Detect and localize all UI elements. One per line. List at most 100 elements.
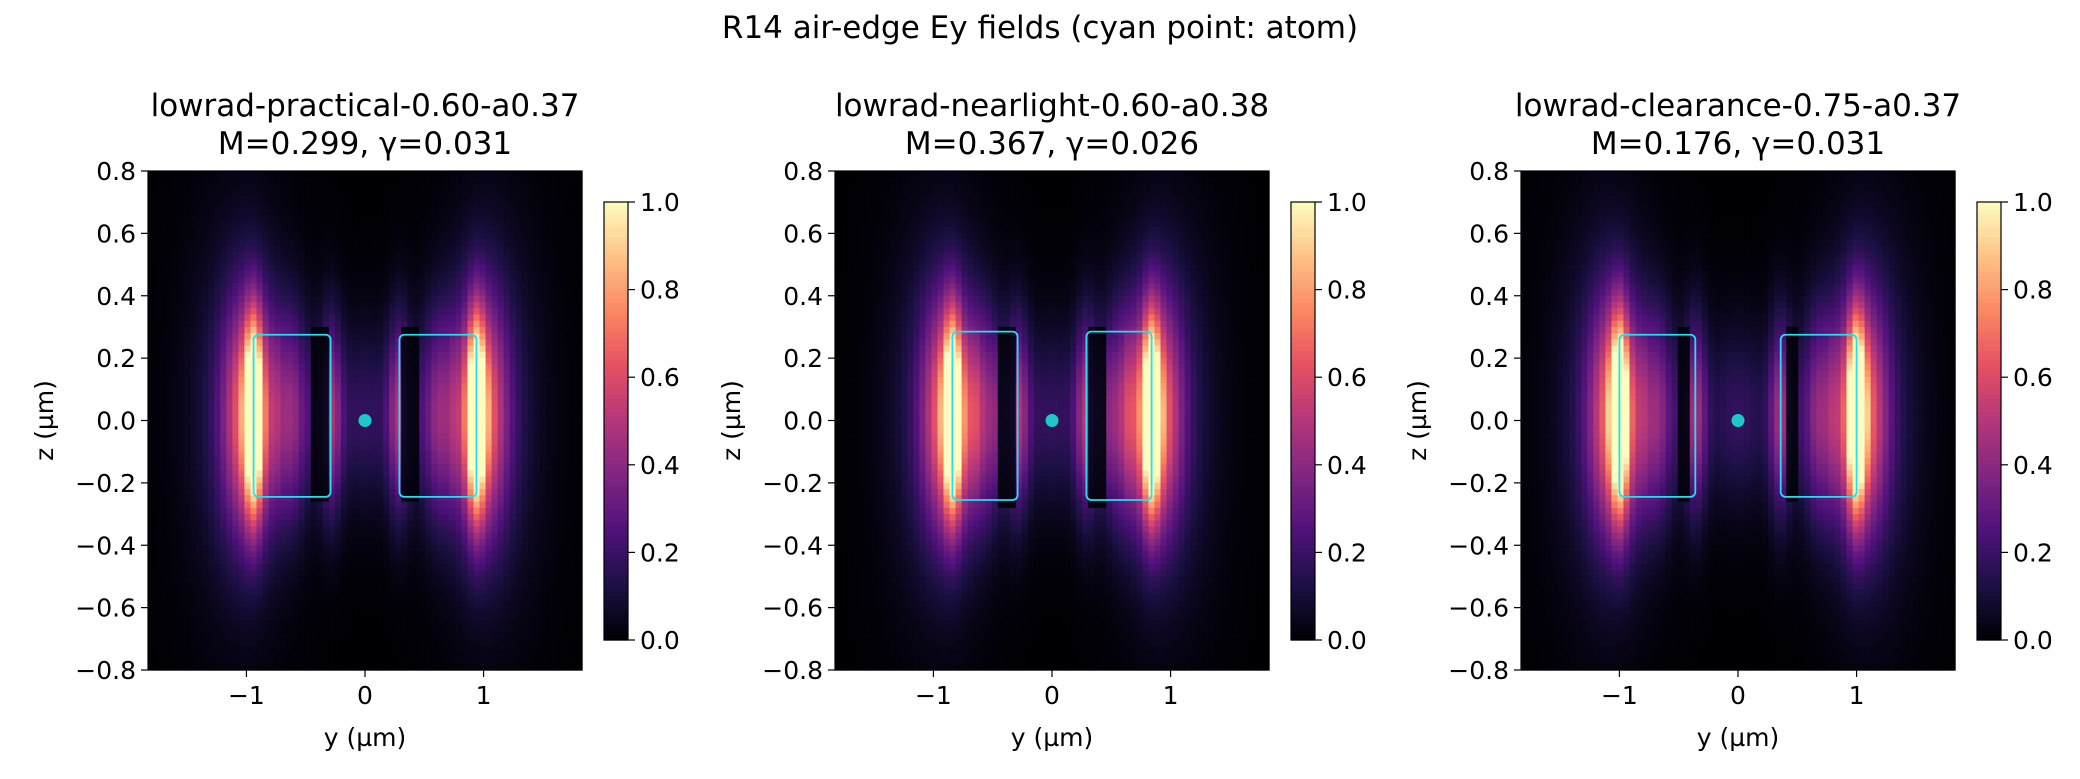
field-cell	[515, 532, 523, 540]
field-cell	[521, 514, 529, 521]
field-cell	[220, 395, 227, 403]
field-cell	[154, 339, 161, 347]
field-cell	[154, 183, 161, 191]
field-cell	[443, 295, 450, 303]
field-cell	[160, 208, 167, 216]
field-cell	[539, 320, 547, 328]
field-cell	[238, 588, 246, 596]
field-cell	[419, 283, 426, 291]
field-cell	[148, 326, 155, 334]
field-cell	[545, 283, 553, 291]
field-cell	[352, 177, 360, 185]
field-cell	[292, 326, 300, 334]
field-cell	[449, 264, 457, 272]
field-cell	[365, 376, 372, 384]
field-cell	[262, 258, 270, 266]
field-cell	[449, 482, 457, 490]
field-cell	[557, 227, 565, 234]
field-cell	[431, 339, 438, 347]
field-cell	[365, 358, 372, 365]
field-cell	[449, 183, 457, 191]
field-cell	[443, 470, 450, 478]
field-cell	[479, 208, 487, 216]
field-cell	[238, 501, 246, 509]
field-cell	[467, 457, 475, 465]
field-cell	[148, 383, 155, 390]
field-cell	[449, 308, 457, 316]
field-cell	[413, 220, 420, 228]
field-cell	[196, 227, 203, 234]
field-cell	[232, 208, 240, 216]
field-cell	[232, 445, 240, 453]
field-cell	[431, 482, 438, 490]
field-cell	[292, 183, 300, 191]
field-cell	[395, 339, 402, 347]
field-cell	[352, 195, 360, 203]
field-cell	[208, 351, 215, 359]
field-cell	[521, 283, 529, 291]
field-cell	[202, 171, 209, 178]
field-cell	[280, 445, 288, 453]
field-cell	[286, 351, 294, 359]
field-cell	[340, 514, 348, 521]
field-cell	[575, 582, 583, 590]
field-cell	[473, 333, 481, 341]
field-cell	[160, 383, 167, 390]
field-cell	[298, 345, 306, 353]
field-cell	[148, 582, 155, 590]
field-cell	[178, 551, 185, 559]
field-cell	[232, 333, 240, 341]
field-cell	[443, 532, 450, 540]
field-cell	[383, 501, 390, 509]
field-cell	[497, 395, 505, 403]
field-cell	[274, 588, 282, 596]
field-cell	[274, 476, 282, 484]
field-cell	[479, 233, 487, 241]
field-cell	[160, 252, 167, 259]
field-cell	[365, 202, 372, 210]
field-cell	[389, 195, 396, 203]
field-cell	[395, 470, 402, 478]
field-cell	[575, 320, 583, 328]
field-cell	[503, 451, 511, 459]
field-cell	[262, 495, 270, 503]
field-cell	[413, 364, 420, 372]
field-cell	[449, 314, 457, 322]
field-cell	[533, 557, 541, 565]
field-cell	[166, 545, 173, 553]
field-cell	[539, 314, 547, 322]
field-cell	[298, 252, 306, 259]
field-cell	[292, 202, 300, 210]
field-cell	[443, 432, 450, 440]
field-cell	[148, 576, 155, 584]
field-cell	[298, 532, 306, 540]
field-cell	[262, 464, 270, 471]
field-cell	[358, 270, 366, 278]
field-cell	[172, 432, 179, 440]
field-cell	[226, 439, 233, 447]
field-cell	[154, 395, 161, 403]
field-cell	[292, 214, 300, 222]
field-cell	[304, 258, 312, 266]
field-cell	[358, 314, 366, 322]
field-cell	[148, 364, 155, 372]
field-cell	[208, 588, 215, 596]
field-cell	[551, 376, 559, 384]
field-cell	[358, 308, 366, 316]
field-cell	[160, 389, 167, 397]
field-cell	[316, 264, 324, 272]
field-cell	[509, 514, 517, 521]
field-cell	[166, 239, 173, 247]
field-cell	[346, 532, 354, 540]
field-cell	[304, 351, 312, 359]
field-cell	[407, 301, 414, 309]
field-cell	[473, 295, 481, 303]
field-cell	[172, 495, 179, 503]
field-cell	[322, 539, 330, 546]
field-cell	[419, 264, 426, 272]
field-cell	[401, 426, 408, 434]
field-cell	[497, 563, 505, 571]
field-cell	[551, 501, 559, 509]
field-cell	[154, 214, 161, 222]
field-cell	[226, 507, 233, 515]
